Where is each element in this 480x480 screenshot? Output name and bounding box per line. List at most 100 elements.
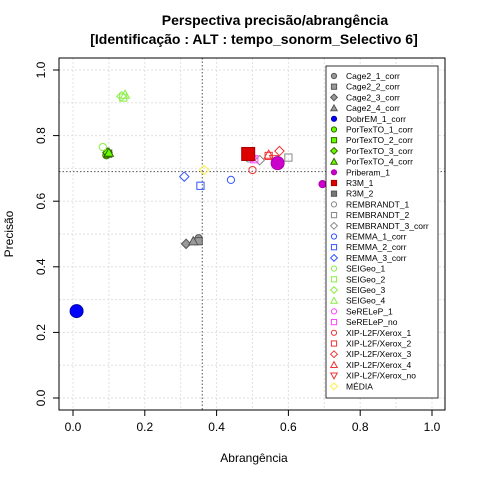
- legend-symbol: [330, 201, 338, 208]
- legend-box: [325, 65, 439, 399]
- data-point: [198, 164, 210, 176]
- plot-frame: [58, 57, 446, 411]
- data-point: [254, 154, 266, 166]
- legend-symbol: [329, 360, 339, 368]
- legend-symbol: [330, 265, 338, 272]
- legend-label: SEIGeo_1: [346, 264, 385, 274]
- legend-label: REMMA_2_corr: [346, 242, 407, 252]
- legend-symbol: [329, 157, 339, 165]
- legend-label: Cage2_1_corr: [346, 71, 400, 81]
- legend-label: XIP-L2F/Xerox_3: [346, 349, 411, 359]
- legend-symbol: [330, 169, 338, 176]
- legend-symbol: [329, 296, 339, 304]
- legend-label: PorTexTO_4_corr: [346, 157, 413, 167]
- legend-label: REMBRANDT_3_corr: [346, 221, 429, 231]
- y-tick-label: 0.2: [34, 324, 48, 341]
- chart-subtitle: [Identificação : ALT : tempo_sonorm_Sele…: [90, 31, 418, 47]
- legend-label: SEIGeo_3: [346, 285, 385, 295]
- data-point: [180, 238, 192, 250]
- y-tick-label: 0.0: [34, 389, 48, 406]
- data-point: [226, 175, 236, 184]
- legend-label: XIP-L2F/Xerox_2: [346, 339, 411, 349]
- data-point: [119, 89, 131, 99]
- legend-symbol: [330, 83, 338, 90]
- legend-label: SeRELeP_no: [346, 317, 398, 327]
- legend: Cage2_1_corrCage2_2_corrCage2_3_corrCage…: [325, 65, 439, 399]
- legend-symbol: [330, 190, 338, 197]
- x-tick-label: 0.8: [352, 420, 369, 434]
- legend-label: Cage2_4_corr: [346, 103, 400, 113]
- legend-label: DobrEM_1_corr: [346, 114, 406, 124]
- y-axis-label: Precisão: [2, 210, 16, 257]
- legend-symbol: [329, 382, 339, 391]
- legend-label: REMMA_3_corr: [346, 253, 407, 263]
- legend-label: REMBRANDT_2: [346, 210, 410, 220]
- highlight-point: [69, 304, 84, 319]
- data-point: [103, 147, 115, 157]
- legend-symbol: [330, 212, 338, 219]
- data-point: [98, 142, 107, 152]
- x-tick-label: 0.2: [136, 420, 153, 434]
- data-point: [274, 145, 285, 157]
- data-point: [263, 149, 275, 159]
- chart-title: Perspectiva precisão/abrangência: [162, 12, 389, 28]
- legend-symbol: [329, 221, 339, 230]
- legend-symbol: [330, 308, 338, 315]
- legend-symbol: [330, 319, 338, 326]
- legend-symbol: [330, 126, 338, 133]
- data-point: [187, 235, 199, 246]
- legend-symbol: [330, 276, 338, 283]
- legend-symbol: [329, 93, 339, 102]
- highlight-point: [270, 156, 285, 171]
- data-point: [248, 165, 257, 175]
- legend-label: SEIGeo_2: [346, 274, 385, 284]
- legend-symbol: [330, 72, 338, 80]
- legend-label: Priberam_1: [346, 167, 390, 177]
- legend-label: PorTexTO_2_corr: [346, 135, 413, 145]
- legend-symbol: [330, 115, 338, 122]
- legend-label: R3M_1: [346, 178, 374, 188]
- legend-label: PorTexTO_3_corr: [346, 146, 413, 156]
- data-point: [178, 171, 190, 182]
- x-tick-label: 1.0: [424, 420, 441, 434]
- data-point: [284, 153, 293, 162]
- legend-symbol: [330, 340, 338, 347]
- highlight-point: [241, 146, 256, 161]
- legend-label: Cage2_3_corr: [346, 92, 400, 102]
- legend-symbol: [329, 350, 339, 359]
- y-tick-label: 0.4: [34, 258, 48, 275]
- legend-label: SeRELeP_1: [346, 306, 393, 316]
- legend-label: SEIGeo_4: [346, 296, 385, 306]
- legend-symbol: [329, 103, 339, 112]
- legend-symbol: [330, 179, 338, 187]
- y-tick-label: 0.6: [34, 193, 48, 210]
- legend-label: XIP-L2F/Xerox_1: [346, 328, 411, 338]
- highlight-points: [69, 146, 285, 319]
- legend-symbol: [329, 146, 339, 155]
- x-axis-label: Abrangência: [220, 451, 288, 465]
- y-tick-label: 0.8: [34, 127, 48, 144]
- y-tick-label: 1.0: [34, 61, 48, 78]
- x-tick-label: 0.6: [280, 420, 297, 434]
- x-tick-label: 0.0: [65, 420, 82, 434]
- legend-label: R3M_2: [346, 189, 374, 199]
- legend-label: XIP-L2F/Xerox_4: [346, 360, 411, 370]
- reference-lines: [59, 58, 445, 410]
- legend-label: PorTexTO_1_corr: [346, 125, 413, 135]
- legend-label: MÉDIA: [346, 381, 373, 391]
- legend-symbol: [330, 137, 338, 144]
- legend-label: Cage2_2_corr: [346, 82, 400, 92]
- legend-symbol: [330, 329, 338, 336]
- data-point: [196, 181, 205, 190]
- legend-label: REMMA_1_corr: [346, 232, 407, 242]
- x-tick-label: 0.4: [208, 420, 225, 434]
- data-point: [116, 90, 127, 102]
- legend-symbol: [329, 253, 339, 262]
- legend-label: REMBRANDT_1: [346, 199, 410, 209]
- legend-symbol: [329, 285, 339, 295]
- axes: 0.0 0.0 0.2 0.2 0.4 0.4 0.6 0.6 0.8 0.8 1.0 1.0: [34, 61, 441, 434]
- legend-label: XIP-L2F/Xerox_no: [346, 371, 416, 381]
- data-point: [318, 180, 327, 189]
- legend-symbol: [330, 233, 338, 240]
